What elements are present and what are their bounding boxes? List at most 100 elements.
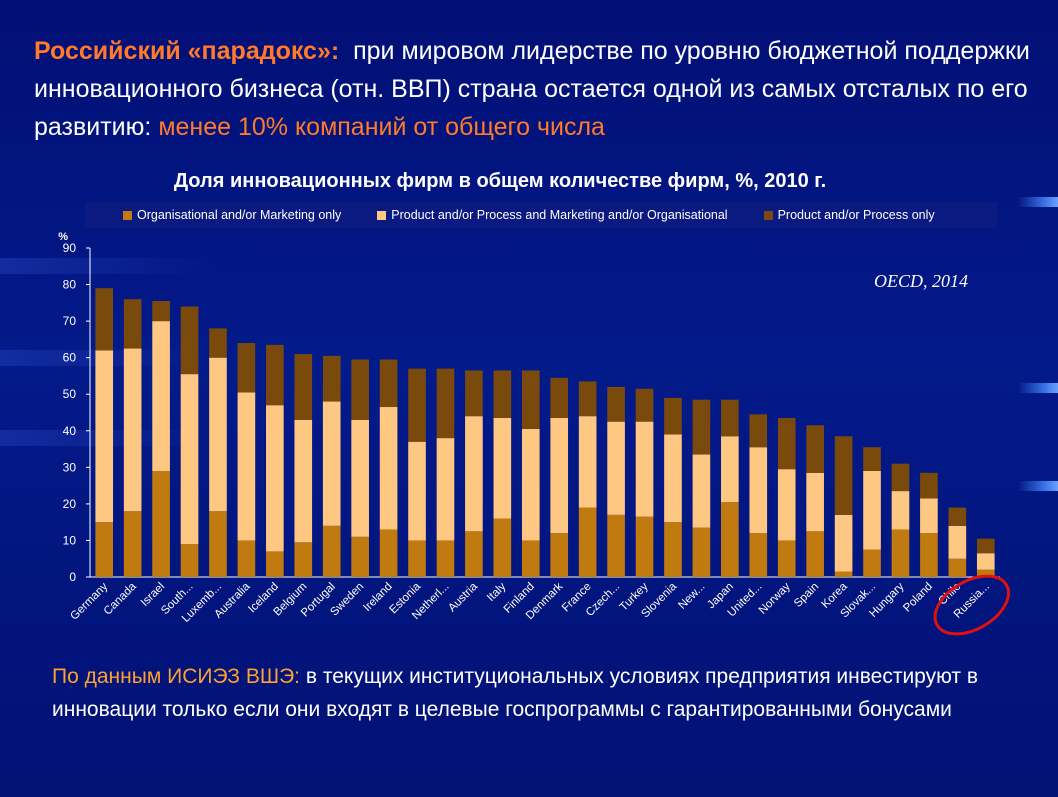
x-tick-label: Norway [757,580,793,616]
footer-text: в текущих институциональных условиях пре… [52,665,979,721]
bar-segment [294,542,313,577]
bar-segment [294,419,313,543]
bar-segment [777,469,796,541]
bar-segment [976,538,995,554]
bar-segment [948,507,967,526]
bar-segment [379,359,398,408]
bar-segment [123,299,142,349]
bar-segment [493,417,512,519]
bar-segment [749,533,768,577]
footer-accent: По данным ИСИЭЗ ВШЭ: [52,665,301,688]
bar-segment [834,571,853,577]
x-tick-label: Austria [446,580,480,614]
y-tick-label: 70 [63,314,77,328]
bar-segment [891,491,910,530]
legend-label: Organisational and/or Marketing only [137,208,342,222]
bar-segment [152,470,170,577]
legend-item-combined: Product and/or Process and Marketing and… [377,208,728,222]
x-tick-label: Poland [901,581,935,615]
bar-segment [721,502,739,577]
decor-stripe [1018,197,1058,207]
legend-swatch-combined [377,210,387,220]
bar-segment [521,370,540,429]
bar-segment [521,540,540,577]
bar-segment [266,344,284,406]
bar-segment [521,428,540,541]
y-tick-label: 0 [69,570,76,584]
legend-item-organisational: Organisational and/or Marketing only [123,208,341,222]
bar-segment [578,507,597,577]
bar-segment [322,401,341,526]
bar-segment [550,417,569,534]
bar-segment [834,514,853,572]
bar-segment [721,436,739,503]
bar-segment [806,472,824,532]
legend-label: Product and/or Process and Marketing and… [391,208,728,222]
x-tick-label: Italy [485,580,509,604]
bar-segment [351,419,369,537]
headline-text: при мировом лидерстве по уровню бюджетно… [34,37,1030,141]
headline-accent: Российский «парадокс»: [34,37,340,65]
bar-segment [863,470,881,550]
source-annotation: OECD, 2014 [874,271,968,291]
bar-segment [806,531,824,577]
bar-segment [834,436,853,515]
bar-segment [920,533,938,577]
bar-segment [578,416,597,508]
bar-segment [550,377,569,418]
bar-segment [721,399,739,437]
decor-stripe [1018,481,1058,491]
bar-segment [408,441,426,541]
bar-segment [294,354,313,420]
bar-segment [379,529,398,577]
y-tick-label: 40 [63,424,77,438]
bar-segment [152,301,170,322]
bar-segment [180,374,199,545]
bar-segment [692,454,711,528]
x-tick-label: Spain [792,581,821,610]
bar-segment [436,438,455,541]
bar-segment [180,306,199,375]
bar-segment [209,328,227,358]
bar-segment [266,551,284,577]
chart-title: Доля инновационных фирм в общем количест… [173,170,827,192]
bar-segment [322,355,341,402]
x-tick-label: New... [676,581,707,612]
bar-segment [749,414,768,448]
bar-segment [465,416,483,532]
decor-stripe [1018,383,1058,393]
y-tick-label: 30 [63,460,77,474]
bar-segment [806,425,824,473]
bar-segment [948,558,967,577]
bar-segment [777,540,796,577]
bar-segment [749,447,768,534]
y-axis-label: % [58,231,68,243]
y-tick-label: 10 [63,533,77,547]
bar-segment [891,529,910,577]
bar-segment [635,388,654,422]
y-tick-label: 20 [63,497,77,511]
footer-note: По данным ИСИЭЗ ВШЭ: в текущих институци… [52,660,1042,726]
bar-segment [777,417,796,470]
bar-segment [664,397,682,435]
background-band [0,258,210,274]
bar-segment [465,370,483,417]
bar-segment [607,514,625,577]
bar-segment [237,540,256,577]
bar-segment [379,407,398,530]
bar-segment [493,518,512,577]
bar-segment [209,357,227,512]
bar-segment [493,370,512,418]
russia-highlight-ellipse [933,574,1010,636]
bar-segment [607,421,625,515]
bar-segment [550,533,569,577]
bar-segment [976,569,995,577]
bar-segment [123,348,142,512]
bar-segment [95,350,114,523]
y-tick-label: 80 [63,278,77,292]
bar-segment [322,525,341,577]
bar-segment [351,359,369,420]
bar-segment [123,511,142,577]
bar-segment [578,381,597,417]
